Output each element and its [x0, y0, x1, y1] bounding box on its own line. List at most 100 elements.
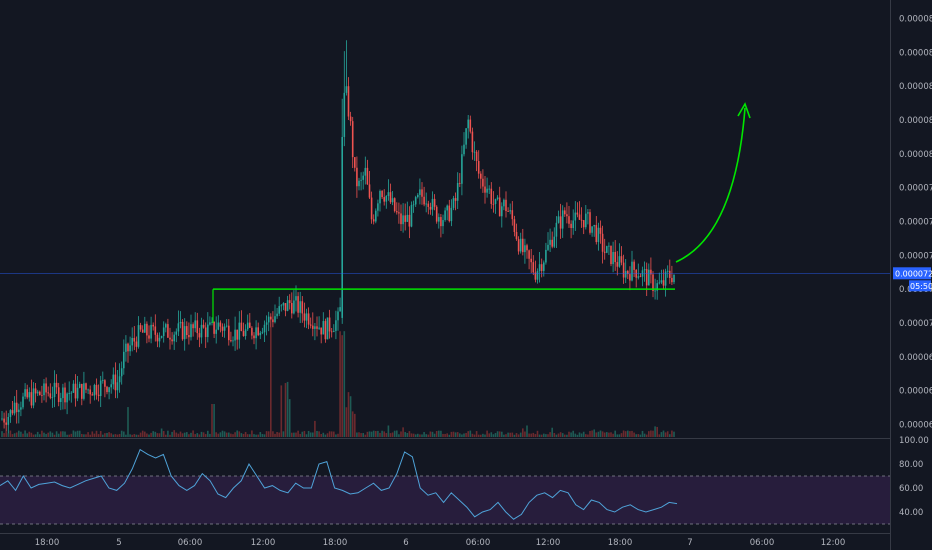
candle-body — [139, 325, 142, 330]
candle-body — [587, 212, 589, 214]
candle-body — [471, 131, 474, 153]
volume-bar — [526, 425, 528, 437]
candle-body — [333, 330, 335, 332]
candle-body — [440, 217, 442, 227]
volume-bar — [431, 431, 434, 437]
volume-bar — [396, 430, 398, 437]
candle-body — [173, 334, 175, 342]
candle-body — [141, 329, 144, 333]
candle-body — [467, 119, 469, 129]
candle-body — [249, 322, 251, 328]
candle-body — [316, 326, 318, 329]
candle-body — [650, 269, 652, 275]
volume-bar — [57, 433, 60, 437]
volume-bar — [593, 429, 595, 437]
drawing-annotations[interactable] — [212, 102, 751, 324]
candle-body — [303, 313, 306, 321]
volume-bar — [165, 434, 167, 437]
volume-bar — [639, 434, 642, 437]
candle-body — [110, 384, 112, 388]
candle-body — [295, 296, 297, 301]
candle-body — [656, 283, 658, 291]
candle-body — [389, 192, 392, 203]
candle-body — [580, 219, 583, 221]
volume-bar — [591, 430, 593, 437]
candle-body — [225, 325, 228, 327]
volume-bar — [141, 430, 144, 437]
candle-body — [234, 329, 236, 341]
volume-bar — [624, 431, 627, 437]
candle-body — [57, 387, 60, 402]
candle-body — [230, 340, 232, 342]
candle-body — [95, 384, 98, 395]
volume-bar — [524, 431, 526, 437]
candle-body — [102, 380, 104, 382]
volume-bar — [112, 434, 115, 437]
candle-body — [595, 225, 598, 243]
rsi-axis[interactable]: 80.00 60.00 40.00 100.00 — [899, 436, 929, 518]
volume-bar — [603, 432, 606, 437]
volume-bar — [34, 434, 37, 437]
volume-bar — [393, 430, 396, 437]
volume-bar — [148, 434, 150, 437]
volume-bar — [272, 431, 274, 437]
volume-bar — [242, 433, 245, 437]
candle-body — [18, 409, 20, 413]
volume-bar — [547, 434, 549, 437]
volume-bar — [473, 434, 476, 437]
volume-bar — [362, 433, 364, 437]
volume-bar — [503, 434, 505, 437]
volume-bar — [377, 430, 379, 437]
candle-body — [202, 324, 205, 328]
candle-body — [559, 216, 562, 229]
volume-bar — [230, 433, 232, 437]
volume-bar — [425, 434, 427, 437]
volume-bar — [125, 434, 127, 437]
candle-body — [643, 269, 646, 271]
volume-bar — [513, 434, 516, 437]
volume-bar — [175, 432, 178, 437]
candle-body — [179, 321, 182, 324]
candle-body — [431, 198, 434, 210]
time-axis[interactable]: 18:00 5 06:00 12:00 18:00 6 06:00 12:00 18:00 7 06… — [35, 538, 846, 548]
candle-body — [272, 319, 274, 323]
volume-bar — [190, 432, 192, 437]
volume-bar — [3, 433, 5, 437]
volume-bar — [345, 407, 348, 437]
volume-bar — [274, 433, 276, 437]
candle-body — [345, 86, 348, 93]
volume-bar — [614, 430, 616, 437]
candle-body — [505, 199, 507, 212]
volume-bar — [49, 431, 52, 437]
volume-bar — [20, 431, 22, 437]
candle-body — [427, 203, 430, 207]
volume-bar — [200, 431, 203, 437]
candle-body — [618, 256, 621, 267]
candle-body — [362, 175, 364, 180]
time-tick-label: 18:00 — [608, 538, 633, 548]
volume-bar — [450, 431, 453, 437]
candle-body — [627, 271, 629, 275]
volume-bar — [631, 430, 633, 437]
volume-bar — [104, 433, 106, 437]
price-axis[interactable]: 0.00008800 0.00008600 0.00008400 0.00008200… — [893, 15, 932, 431]
volume-bar — [648, 431, 650, 437]
volume-bar — [249, 434, 251, 437]
volume-bar — [297, 430, 299, 437]
volume-bar — [635, 434, 637, 437]
candle-body — [599, 227, 602, 234]
candle-body — [267, 316, 270, 323]
price-tick-label: 0.00008000 — [899, 150, 932, 160]
volume-bar — [118, 434, 121, 437]
volume-bar — [566, 434, 568, 437]
candle-body — [524, 245, 526, 253]
volume-bar — [664, 432, 667, 437]
candle-body — [104, 380, 106, 387]
candle-body — [603, 251, 606, 253]
candle-body — [207, 324, 209, 338]
volume-bar — [429, 431, 432, 437]
volume-bar — [379, 432, 381, 437]
candle-body — [158, 337, 161, 342]
candle-body — [137, 325, 140, 347]
time-tick-label: 12:00 — [251, 538, 276, 548]
